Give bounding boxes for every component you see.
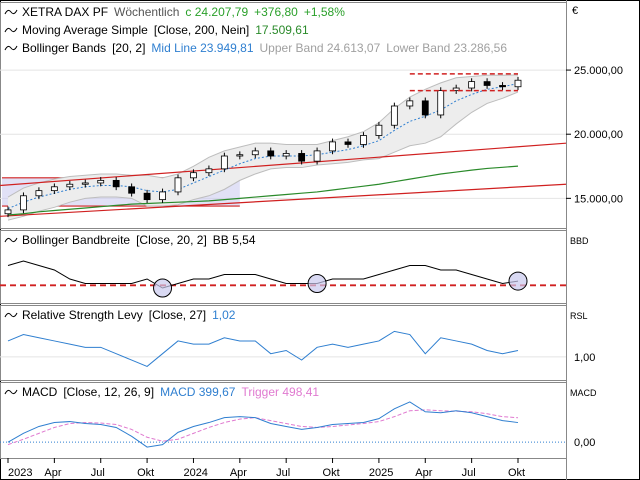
x-tick-label: Okt <box>137 467 154 479</box>
price-tick-label: 20.000,00 <box>574 129 623 141</box>
bbw-squeeze-circle <box>307 274 327 293</box>
price-legend-1: Wöchentlich <box>114 5 179 19</box>
macd-axis-label: MACD <box>570 388 597 398</box>
lower-trendline <box>0 183 567 217</box>
candle-body <box>190 172 197 179</box>
candle-body <box>81 182 89 185</box>
bbw-squeeze-circle <box>508 271 528 291</box>
ma-legend-0: Moving Average Simple <box>22 23 148 37</box>
candle-body <box>236 154 244 157</box>
candle-body <box>390 105 398 126</box>
candle-body <box>375 124 383 136</box>
candle-body <box>159 191 166 201</box>
bbw-line <box>7 260 519 289</box>
bb-icon <box>4 45 18 51</box>
macd-legend-3: Trigger 498,41 <box>241 385 319 399</box>
lower-band-line <box>7 91 519 221</box>
ma200-line <box>7 165 519 216</box>
candle-body <box>143 192 151 201</box>
ma-icon <box>4 27 18 33</box>
candle-body <box>267 150 275 157</box>
currency-label: € <box>572 5 578 17</box>
candle-body <box>360 135 367 145</box>
x-tick-label: Jul <box>276 467 290 479</box>
price-legend-4: +1,58% <box>304 5 345 19</box>
candle-body <box>205 168 213 174</box>
bbw-axis-label: BBD <box>570 236 589 246</box>
bbw-squeeze-circle <box>153 278 173 298</box>
candle-body <box>97 179 105 184</box>
candle-body <box>468 81 476 89</box>
x-tick-label: Okt <box>508 467 525 479</box>
price-icon <box>4 9 18 15</box>
bb-legend-4: Lower Band 23.286,56 <box>386 41 507 55</box>
candle-body <box>452 87 460 91</box>
candle-body <box>437 90 445 116</box>
price-legend-3: +376,80 <box>254 5 298 19</box>
x-tick-label: Jul <box>462 467 476 479</box>
price-tick-label: 15.000,00 <box>574 193 623 205</box>
ma-legend-2: 17.509,61 <box>255 23 309 37</box>
candle-body <box>313 150 321 162</box>
price-legend-2: c 24.207,79 <box>185 5 248 19</box>
trigger-line <box>7 409 519 446</box>
candle-body <box>483 81 491 86</box>
candle-body <box>344 141 352 145</box>
candle-body <box>329 141 336 152</box>
candle-body <box>251 150 259 156</box>
bbw-legend-1: [Close, 20, 2] <box>136 233 207 247</box>
candle-body <box>220 155 228 170</box>
candle-body <box>128 186 136 194</box>
rsl-line <box>7 330 519 368</box>
macd-legend-1: [Close, 12, 26, 9] <box>63 385 154 399</box>
x-tick-label: 2023 <box>8 467 32 479</box>
x-tick-label: Jul <box>91 467 105 479</box>
x-tick-label: 2025 <box>369 467 393 479</box>
candle-body <box>514 79 522 88</box>
macd-tick-label: 0,00 <box>574 437 595 449</box>
candle-body <box>298 153 306 162</box>
candle-body <box>112 179 120 188</box>
x-tick-label: 2024 <box>183 467 207 479</box>
candle-body <box>50 186 58 192</box>
macd-legend-0: MACD <box>22 385 58 399</box>
bbw-icon <box>4 237 18 243</box>
mid-line <box>7 83 519 210</box>
bb-legend-2: Mid Line 23.949,81 <box>151 41 253 55</box>
rsl-icon <box>4 312 18 318</box>
price-tick-label: 25.000,00 <box>574 65 623 77</box>
bbw-legend-2: BB 5,54 <box>213 233 256 247</box>
candle-body <box>174 177 182 193</box>
upper-band-line <box>7 74 519 198</box>
rsl-axis-label: RSL <box>570 311 588 321</box>
x-tick-label: Okt <box>323 467 340 479</box>
bb-legend-3: Upper Band 24.613,07 <box>260 41 381 55</box>
ma-legend-1: [Close, 200, Nein] <box>154 23 249 37</box>
candle-body <box>282 153 290 157</box>
candle-body <box>4 209 12 215</box>
candle-body <box>66 183 74 188</box>
macd-legend-2: MACD 399,67 <box>160 385 236 399</box>
macd-icon <box>4 389 18 395</box>
rsl-legend-1: [Close, 27] <box>149 308 206 322</box>
x-tick-label: Apr <box>230 467 247 479</box>
candle-body <box>421 100 429 116</box>
candle-body <box>20 195 27 211</box>
upper-trendline <box>0 142 567 187</box>
price-legend-0: XETRA DAX PF <box>22 5 108 19</box>
macd-line <box>7 401 519 448</box>
bollinger-band-fill <box>8 75 518 221</box>
rsl-tick-label: 1,00 <box>574 352 595 364</box>
rsl-legend-2: 1,02 <box>212 308 236 322</box>
x-tick-label: Apr <box>415 467 432 479</box>
x-tick-label: Apr <box>44 467 61 479</box>
bb-legend-1: [20, 2] <box>112 41 145 55</box>
rsl-legend-0: Relative Strength Levy <box>22 308 143 322</box>
bbw-legend-0: Bollinger Bandbreite <box>22 233 130 247</box>
bb-legend-0: Bollinger Bands <box>22 41 106 55</box>
candle-body <box>499 85 506 88</box>
candle-body <box>406 100 414 107</box>
candle-body <box>35 190 43 197</box>
